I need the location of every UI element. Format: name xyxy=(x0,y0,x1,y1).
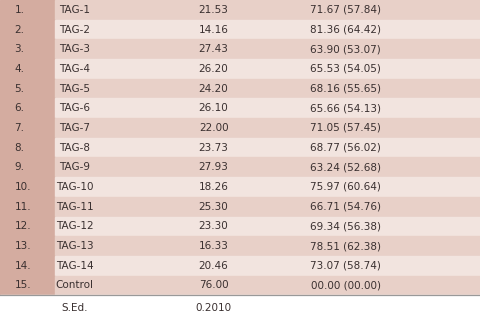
Bar xyxy=(0,177,55,197)
Text: 76.00: 76.00 xyxy=(199,280,228,290)
Bar xyxy=(0,118,55,138)
Bar xyxy=(55,217,480,236)
Text: 24.20: 24.20 xyxy=(199,84,228,93)
Text: 9.: 9. xyxy=(14,162,24,172)
Text: TAG-6: TAG-6 xyxy=(59,103,90,113)
Text: 18.26: 18.26 xyxy=(199,182,228,192)
Text: 68.16 (55.65): 68.16 (55.65) xyxy=(310,84,381,93)
Bar xyxy=(0,236,55,256)
Text: 69.34 (56.38): 69.34 (56.38) xyxy=(310,221,381,231)
Text: 63.24 (52.68): 63.24 (52.68) xyxy=(310,162,381,172)
Text: TAG-11: TAG-11 xyxy=(56,202,93,212)
Text: 25.30: 25.30 xyxy=(199,202,228,212)
Text: 14.: 14. xyxy=(14,261,31,271)
Text: 21.53: 21.53 xyxy=(199,5,228,15)
Text: 00.00 (00.00): 00.00 (00.00) xyxy=(311,280,381,290)
Text: 71.67 (57.84): 71.67 (57.84) xyxy=(310,5,381,15)
Text: TAG-3: TAG-3 xyxy=(59,44,90,54)
Text: Control: Control xyxy=(55,280,94,290)
Bar xyxy=(55,118,480,138)
Text: 81.36 (64.42): 81.36 (64.42) xyxy=(310,25,381,34)
Bar xyxy=(0,276,55,295)
Text: 14.16: 14.16 xyxy=(199,25,228,34)
Text: 65.53 (54.05): 65.53 (54.05) xyxy=(310,64,381,74)
Text: 71.05 (57.45): 71.05 (57.45) xyxy=(310,123,381,133)
Text: 0.2010: 0.2010 xyxy=(195,303,232,314)
Text: TAG-5: TAG-5 xyxy=(59,84,90,93)
Text: 2.: 2. xyxy=(14,25,24,34)
Text: 15.: 15. xyxy=(14,280,31,290)
Text: 3.: 3. xyxy=(14,44,24,54)
Bar xyxy=(0,0,55,20)
Text: 4.: 4. xyxy=(14,64,24,74)
Text: 27.93: 27.93 xyxy=(199,162,228,172)
Bar xyxy=(55,256,480,276)
Text: 13.: 13. xyxy=(14,241,31,251)
Bar xyxy=(55,177,480,197)
Text: 20.46: 20.46 xyxy=(199,261,228,271)
Bar xyxy=(0,217,55,236)
Bar xyxy=(55,197,480,217)
Text: 68.77 (56.02): 68.77 (56.02) xyxy=(310,143,381,152)
Bar xyxy=(0,20,55,39)
Bar xyxy=(55,138,480,158)
Bar xyxy=(0,98,55,118)
Text: 16.33: 16.33 xyxy=(199,241,228,251)
Text: 23.30: 23.30 xyxy=(199,221,228,231)
Text: TAG-4: TAG-4 xyxy=(59,64,90,74)
Bar xyxy=(0,39,55,59)
Bar xyxy=(55,276,480,295)
Bar xyxy=(55,20,480,39)
Text: TAG-14: TAG-14 xyxy=(56,261,93,271)
Bar xyxy=(0,295,480,319)
Text: TAG-2: TAG-2 xyxy=(59,25,90,34)
Text: 65.66 (54.13): 65.66 (54.13) xyxy=(310,103,381,113)
Text: 75.97 (60.64): 75.97 (60.64) xyxy=(310,182,381,192)
Bar xyxy=(55,236,480,256)
Bar xyxy=(55,79,480,98)
Text: TAG-7: TAG-7 xyxy=(59,123,90,133)
Text: 26.20: 26.20 xyxy=(199,64,228,74)
Text: 7.: 7. xyxy=(14,123,24,133)
Text: 8.: 8. xyxy=(14,143,24,152)
Text: 23.73: 23.73 xyxy=(199,143,228,152)
Text: TAG-1: TAG-1 xyxy=(59,5,90,15)
Text: 12.: 12. xyxy=(14,221,31,231)
Text: 26.10: 26.10 xyxy=(199,103,228,113)
Text: TAG-10: TAG-10 xyxy=(56,182,93,192)
Text: S.Ed.: S.Ed. xyxy=(61,303,88,314)
Text: 5.: 5. xyxy=(14,84,24,93)
Text: 6.: 6. xyxy=(14,103,24,113)
Text: 1.: 1. xyxy=(14,5,24,15)
Text: TAG-9: TAG-9 xyxy=(59,162,90,172)
Text: 63.90 (53.07): 63.90 (53.07) xyxy=(310,44,381,54)
Bar xyxy=(0,138,55,158)
Bar xyxy=(0,79,55,98)
Text: 10.: 10. xyxy=(14,182,31,192)
Bar xyxy=(55,39,480,59)
Text: 78.51 (62.38): 78.51 (62.38) xyxy=(310,241,381,251)
Text: TAG-8: TAG-8 xyxy=(59,143,90,152)
Bar xyxy=(0,59,55,79)
Bar xyxy=(55,0,480,20)
Text: 27.43: 27.43 xyxy=(199,44,228,54)
Text: 66.71 (54.76): 66.71 (54.76) xyxy=(310,202,381,212)
Text: 22.00: 22.00 xyxy=(199,123,228,133)
Bar xyxy=(0,158,55,177)
Text: 73.07 (58.74): 73.07 (58.74) xyxy=(310,261,381,271)
Bar xyxy=(55,98,480,118)
Text: TAG-13: TAG-13 xyxy=(56,241,93,251)
Bar xyxy=(0,197,55,217)
Bar xyxy=(55,59,480,79)
Text: 11.: 11. xyxy=(14,202,31,212)
Bar xyxy=(55,158,480,177)
Bar xyxy=(0,256,55,276)
Text: TAG-12: TAG-12 xyxy=(56,221,93,231)
